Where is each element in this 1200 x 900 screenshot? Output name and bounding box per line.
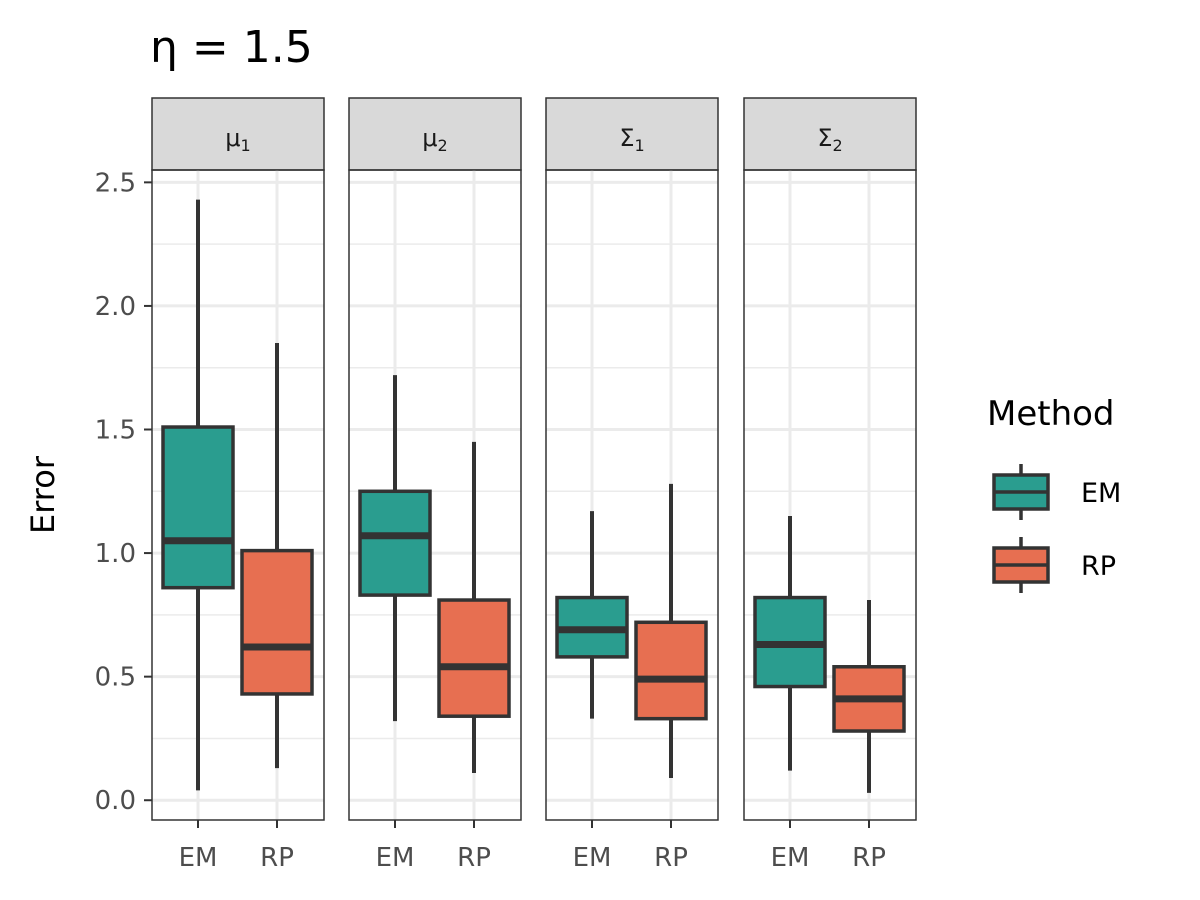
facet-strip bbox=[743, 97, 917, 171]
panel-border bbox=[151, 169, 325, 821]
x-tick-label: RP bbox=[260, 843, 294, 873]
box-iqr bbox=[437, 598, 511, 718]
legend-label: EM bbox=[1081, 478, 1121, 509]
box-rp bbox=[240, 343, 314, 769]
facet-strip bbox=[545, 97, 719, 171]
box-iqr bbox=[358, 489, 432, 597]
legend-key-em: EM bbox=[992, 464, 1121, 520]
y-axis-title: Error bbox=[24, 455, 62, 534]
panel-border bbox=[545, 169, 719, 821]
y-tick-label: 2.0 bbox=[95, 292, 136, 322]
y-tick-label: 0.5 bbox=[95, 663, 136, 693]
x-tick-label: EM bbox=[771, 843, 810, 873]
facet-panel-3: Σ1 EM RP bbox=[545, 97, 719, 873]
x-tick-label: RP bbox=[654, 843, 688, 873]
box-em bbox=[555, 511, 629, 719]
y-tick-label: 1.0 bbox=[95, 539, 136, 569]
facet-strip-label: Σ2 bbox=[817, 124, 842, 155]
box-iqr bbox=[634, 620, 708, 721]
x-tick-label: EM bbox=[179, 843, 218, 873]
x-tick-label: EM bbox=[376, 843, 415, 873]
panel-border bbox=[348, 169, 522, 821]
facet-strip bbox=[348, 97, 522, 171]
y-tick-label: 0.0 bbox=[95, 786, 136, 816]
chart-title: η = 1.5 bbox=[150, 22, 313, 73]
y-tick-label: 2.5 bbox=[95, 168, 136, 198]
legend-key-rp: RP bbox=[992, 537, 1116, 593]
x-tick-label: RP bbox=[852, 843, 886, 873]
box-em bbox=[753, 516, 827, 771]
facet-panels: μ1 EM RP μ2 EM RP Σ1 EM RP Σ2 EM RP bbox=[151, 97, 917, 873]
x-tick-label: EM bbox=[573, 843, 612, 873]
facet-strip-label: μ2 bbox=[422, 124, 447, 155]
grid bbox=[546, 170, 718, 820]
box-em bbox=[358, 375, 432, 722]
legend-title: Method bbox=[987, 394, 1115, 434]
facet-strip-label: Σ1 bbox=[619, 124, 644, 155]
box-iqr bbox=[240, 548, 314, 696]
facet-panel-2: μ2 EM RP bbox=[348, 97, 522, 873]
legend: Method EM RP bbox=[987, 394, 1121, 593]
box-rp bbox=[437, 441, 511, 774]
box-iqr bbox=[161, 425, 235, 590]
panel-border bbox=[743, 169, 917, 821]
y-tick-label: 1.5 bbox=[95, 416, 136, 446]
y-axis: 0.0 0.5 1.0 1.5 2.0 2.5 bbox=[95, 168, 152, 816]
legend-label: RP bbox=[1081, 551, 1116, 582]
facet-panel-1: μ1 EM RP bbox=[151, 97, 325, 873]
facet-panel-4: Σ2 EM RP bbox=[743, 97, 917, 873]
box-rp bbox=[634, 483, 708, 778]
facet-strip-label: μ1 bbox=[225, 124, 250, 155]
box-em bbox=[161, 199, 235, 791]
box-rp bbox=[832, 600, 906, 793]
x-tick-label: RP bbox=[457, 843, 491, 873]
